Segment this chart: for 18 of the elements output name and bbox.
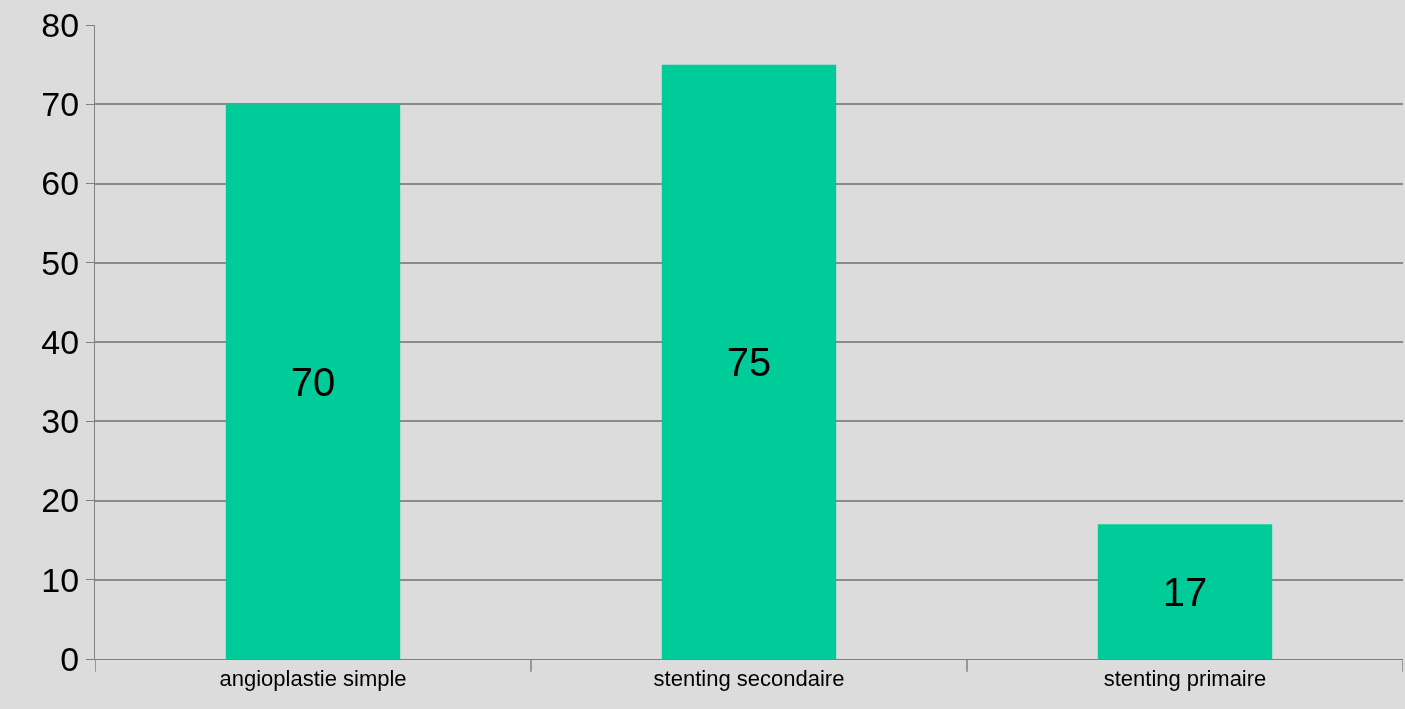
data-label: 70	[290, 359, 336, 404]
bar	[1097, 524, 1273, 659]
y-tick-label: 20	[41, 481, 80, 520]
y-tick-label: 70	[41, 85, 80, 124]
bar	[661, 64, 837, 659]
x-tick-label: stenting secondaire	[653, 666, 845, 692]
y-tick-label: 10	[41, 560, 80, 599]
y-tick-label: 50	[41, 243, 80, 282]
y-tick-label: 80	[41, 5, 80, 44]
data-label: 75	[726, 339, 772, 384]
x-tick-label: stenting primaire	[1103, 666, 1267, 692]
y-tick-label: 40	[41, 322, 80, 361]
bar	[225, 104, 401, 659]
y-tick-label: 60	[41, 164, 80, 203]
data-label: 17	[1162, 569, 1208, 614]
x-tick-label: angioplastie simple	[219, 666, 407, 692]
y-tick-label: 30	[41, 402, 80, 441]
y-tick-label: 0	[60, 639, 80, 678]
